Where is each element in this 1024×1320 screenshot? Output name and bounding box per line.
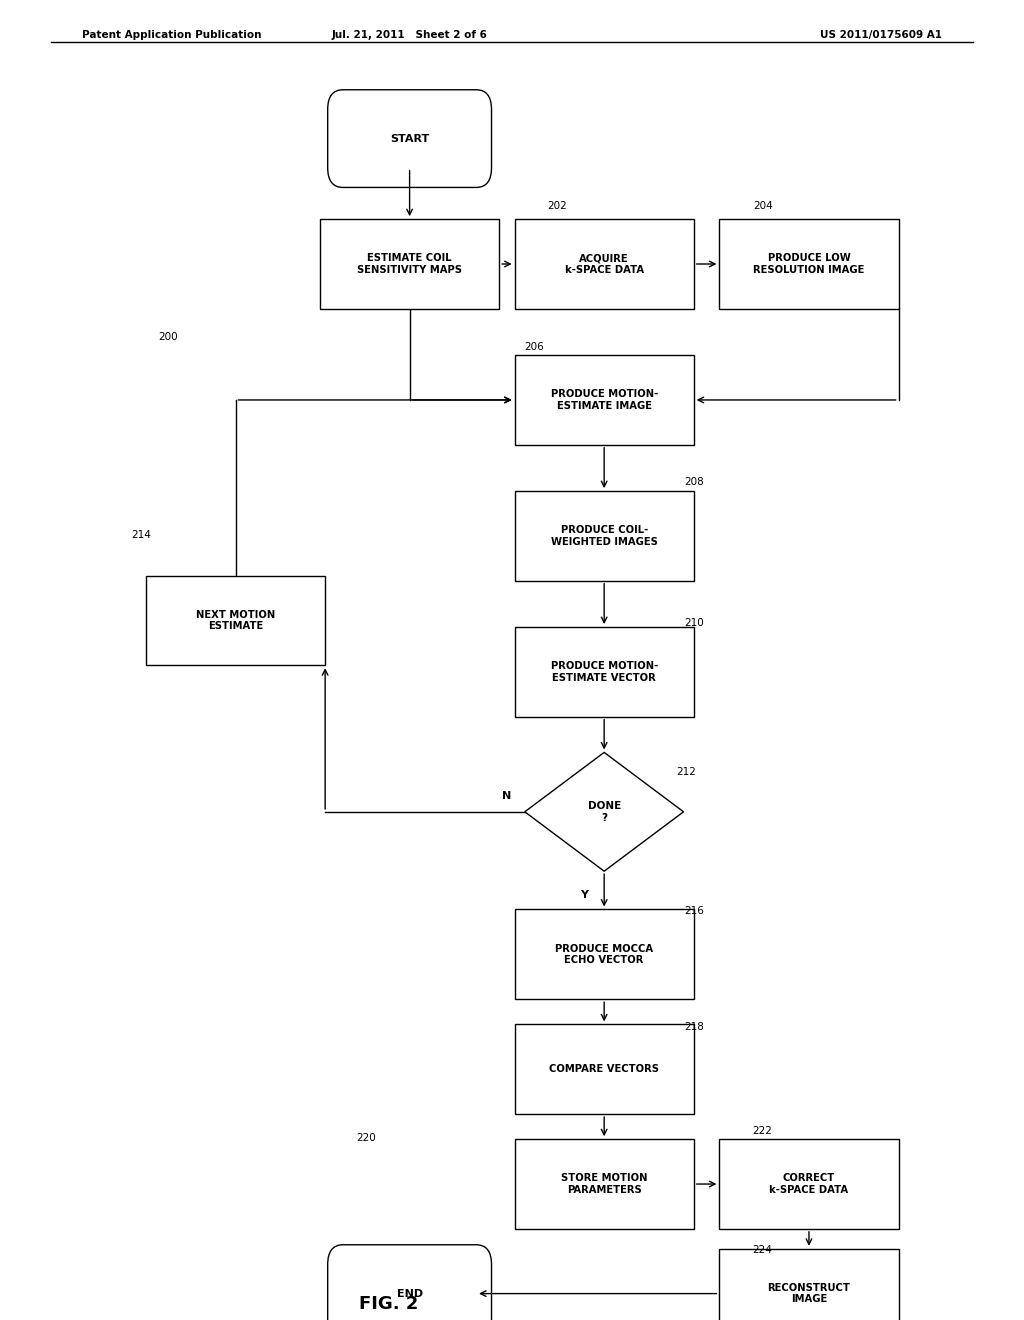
Text: 214: 214 bbox=[131, 529, 151, 540]
Text: ACQUIRE
k-SPACE DATA: ACQUIRE k-SPACE DATA bbox=[564, 253, 644, 275]
FancyBboxPatch shape bbox=[514, 219, 694, 309]
FancyBboxPatch shape bbox=[319, 219, 500, 309]
Text: END: END bbox=[396, 1288, 423, 1299]
FancyBboxPatch shape bbox=[514, 1139, 694, 1229]
Text: 206: 206 bbox=[524, 342, 544, 352]
Text: 204: 204 bbox=[754, 201, 773, 211]
FancyBboxPatch shape bbox=[514, 355, 694, 445]
Text: US 2011/0175609 A1: US 2011/0175609 A1 bbox=[820, 30, 942, 41]
Text: NEXT MOTION
ESTIMATE: NEXT MOTION ESTIMATE bbox=[196, 610, 275, 631]
Text: 216: 216 bbox=[684, 906, 703, 916]
Text: PRODUCE MOTION-
ESTIMATE VECTOR: PRODUCE MOTION- ESTIMATE VECTOR bbox=[551, 661, 657, 682]
FancyBboxPatch shape bbox=[514, 1024, 694, 1114]
FancyBboxPatch shape bbox=[719, 1249, 899, 1320]
Text: Patent Application Publication: Patent Application Publication bbox=[82, 30, 261, 41]
Text: COMPARE VECTORS: COMPARE VECTORS bbox=[549, 1064, 659, 1074]
Text: 200: 200 bbox=[159, 331, 178, 342]
Text: 220: 220 bbox=[356, 1133, 376, 1143]
FancyBboxPatch shape bbox=[146, 576, 326, 665]
Text: 202: 202 bbox=[547, 201, 566, 211]
FancyBboxPatch shape bbox=[719, 219, 899, 309]
Text: ESTIMATE COIL
SENSITIVITY MAPS: ESTIMATE COIL SENSITIVITY MAPS bbox=[357, 253, 462, 275]
FancyBboxPatch shape bbox=[514, 491, 694, 581]
FancyBboxPatch shape bbox=[328, 90, 492, 187]
Text: RECONSTRUCT
IMAGE: RECONSTRUCT IMAGE bbox=[768, 1283, 850, 1304]
Text: 212: 212 bbox=[676, 767, 695, 777]
Text: DONE
?: DONE ? bbox=[588, 801, 621, 822]
FancyBboxPatch shape bbox=[514, 627, 694, 717]
Text: PRODUCE COIL-
WEIGHTED IMAGES: PRODUCE COIL- WEIGHTED IMAGES bbox=[551, 525, 657, 546]
FancyBboxPatch shape bbox=[719, 1139, 899, 1229]
Text: 210: 210 bbox=[684, 618, 703, 628]
FancyBboxPatch shape bbox=[328, 1245, 492, 1320]
Text: PRODUCE LOW
RESOLUTION IMAGE: PRODUCE LOW RESOLUTION IMAGE bbox=[754, 253, 864, 275]
Text: FIG. 2: FIG. 2 bbox=[359, 1295, 419, 1313]
Text: 218: 218 bbox=[684, 1022, 703, 1032]
Polygon shape bbox=[524, 752, 684, 871]
Text: CORRECT
k-SPACE DATA: CORRECT k-SPACE DATA bbox=[769, 1173, 849, 1195]
Text: 208: 208 bbox=[684, 477, 703, 487]
Text: N: N bbox=[502, 791, 511, 801]
Text: PRODUCE MOCCA
ECHO VECTOR: PRODUCE MOCCA ECHO VECTOR bbox=[555, 944, 653, 965]
Text: PRODUCE MOTION-
ESTIMATE IMAGE: PRODUCE MOTION- ESTIMATE IMAGE bbox=[551, 389, 657, 411]
Text: STORE MOTION
PARAMETERS: STORE MOTION PARAMETERS bbox=[561, 1173, 647, 1195]
Text: 222: 222 bbox=[753, 1126, 772, 1137]
Text: Y: Y bbox=[580, 890, 588, 900]
Text: 224: 224 bbox=[753, 1245, 772, 1255]
FancyBboxPatch shape bbox=[514, 909, 694, 999]
Text: START: START bbox=[390, 133, 429, 144]
Text: Jul. 21, 2011   Sheet 2 of 6: Jul. 21, 2011 Sheet 2 of 6 bbox=[332, 30, 487, 41]
